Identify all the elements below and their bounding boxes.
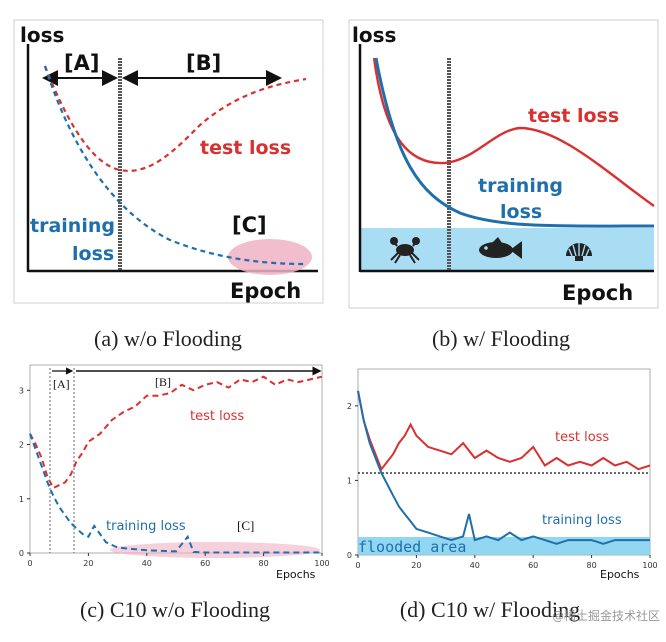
panel-c-test-series [29,375,323,490]
caption-d: (d) C10 w/ Flooding [400,597,580,622]
panel-d-training-label: training loss [542,513,622,528]
panel-c-y-tick-label: 0 [19,549,24,558]
watermark: @稀土掘金技术社区 [552,608,660,623]
caption-b: (b) w/ Flooding [432,326,570,351]
panel-a: loss Epoch [A] [B] [C] test loss trainin… [13,19,324,304]
panel-a-training-label-2: loss [72,243,114,265]
panel-c-x-tick-label: 80 [259,559,269,568]
panel-c-x-tick-label: 100 [314,559,329,568]
panel-b: loss Epoch test loss training loss [348,19,659,309]
panel-c-region-c: [C] [237,518,254,533]
panel-c-x-tick-label: 60 [200,559,210,568]
panel-a-region-a: [A] [64,51,99,75]
panel-a-region-b: [B] [186,51,221,75]
panel-a-test-label: test loss [200,137,291,159]
panel-b-x-label: Epoch [562,281,633,305]
panel-d-y-tick-label: 0 [347,551,352,560]
panel-c-region-b: [B] [155,375,171,389]
panel-c-frame [29,364,323,554]
panel-d-x-label: Epochs [600,568,640,581]
panel-c-test-label: test loss [190,409,244,424]
panel-c-x-label: Epochs [276,568,316,581]
panel-b-test-label: test loss [528,105,619,127]
panel-d-test-label: test loss [555,430,609,445]
panel-a-training-label-1: training [30,215,115,237]
panel-a-region-c: [C] [232,213,267,237]
panel-c-x-tick-label: 40 [142,559,152,568]
panel-d-ticks: 0 20 40 60 80 100 0 1 2 [347,402,658,570]
panel-c-series [29,375,323,554]
panel-c-training-series [29,433,322,554]
panel-d-series [357,390,651,545]
panel-d-frame [357,368,651,556]
panel-c-ticks: 0 20 40 60 80 100 0 1 2 3 [19,386,330,568]
panel-d-flood-label: flooded area [358,538,466,556]
panel-b-y-label: loss [352,23,396,47]
panel-d-x-tick-label: 40 [470,561,480,570]
panel-d-flood-area [358,537,650,555]
panel-d-y-tick-label: 1 [347,476,352,485]
panel-c-x-tick-label: 20 [83,559,93,568]
panel-a-training-curve [43,65,306,266]
panel-c-training-label: training loss [106,519,186,534]
panel-d-training-series [357,390,650,545]
panel-c-region-a: [A] [53,377,70,391]
panel-c-overfit-ellipse [110,542,320,558]
panel-c-x-tick-label: 0 [27,559,32,568]
panel-d-x-tick-label: 80 [587,561,597,570]
panel-a-test-curve [43,65,307,172]
panel-c-y-tick-label: 2 [19,441,24,450]
panel-a-overfit-ellipse [228,239,312,275]
crab-icon [390,237,420,264]
panel-d: flooded area test loss training loss Epo… [347,368,658,581]
caption-a: (a) w/o Flooding [94,326,242,351]
panel-b-training-label-2: loss [500,201,542,223]
panel-c-y-tick-label: 1 [19,495,24,504]
panel-d-x-tick-label: 100 [642,561,657,570]
fish-icon [479,237,522,259]
panel-c-y-tick-label: 3 [19,386,24,395]
panel-a-x-label: Epoch [230,279,301,303]
shell-icon [566,243,592,261]
panel-b-training-curve [374,57,655,228]
panel-d-y-tick-label: 2 [347,402,352,411]
panel-d-x-tick-label: 60 [528,561,538,570]
panel-c: [A] [B] [C] test loss training loss Epoc… [19,364,330,581]
caption-c: (c) C10 w/o Flooding [80,597,270,622]
panel-b-training-label-1: training [478,175,563,197]
panel-d-x-tick-label: 20 [411,561,421,570]
panel-d-test-series [357,390,651,472]
panel-a-y-label: loss [20,23,64,47]
panel-d-x-tick-label: 0 [355,561,360,570]
